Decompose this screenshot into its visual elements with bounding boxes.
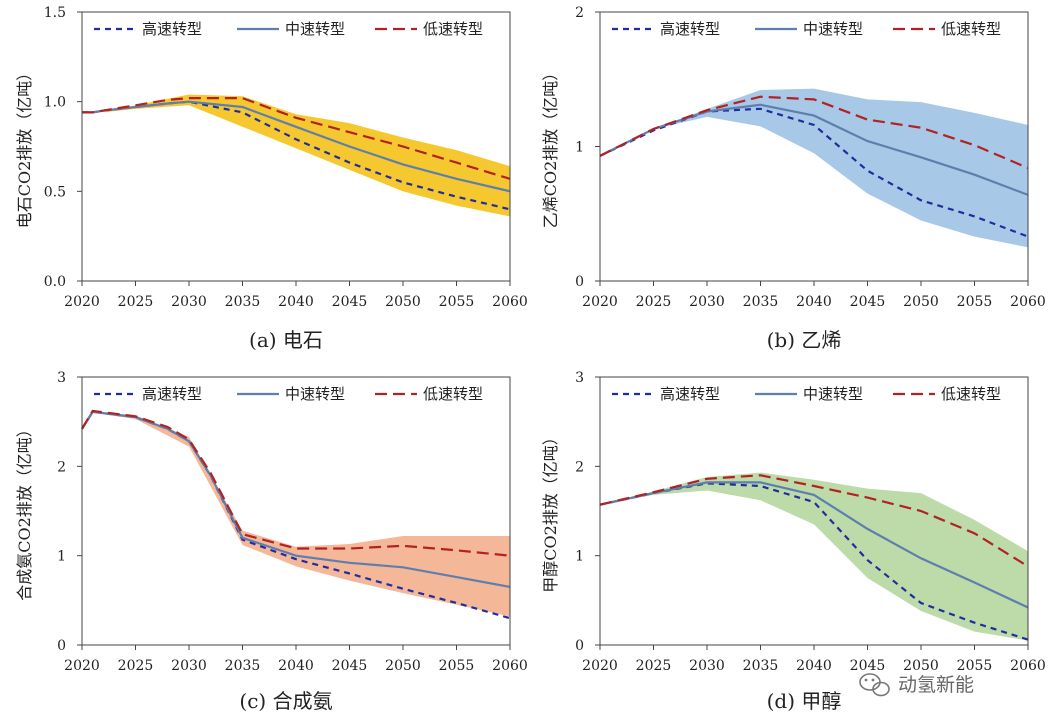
legend: 高速转型 中速转型 低速转型 (94, 20, 483, 38)
legend-label-high: 高速转型 (660, 20, 720, 38)
x-tick-label: 2025 (118, 294, 154, 310)
y-tick-label: 0.0 (44, 274, 66, 290)
x-tick-label: 2055 (439, 294, 475, 310)
x-tick-label: 2020 (582, 294, 618, 310)
x-tick-label: 2020 (64, 294, 100, 310)
uncertainty-band (600, 472, 1028, 641)
x-tick-label: 2035 (743, 658, 779, 674)
y-axis-label: 电石CO2排放（亿吨） (15, 65, 34, 229)
legend-label-mid: 中速转型 (803, 385, 863, 403)
x-tick-label: 2045 (332, 658, 368, 674)
legend-label-low: 低速转型 (941, 20, 1001, 38)
x-tick-label: 2030 (689, 658, 725, 674)
y-tick-label: 0 (575, 274, 584, 290)
x-tick-label: 2055 (957, 658, 993, 674)
watermark-text: 动氢新能 (898, 674, 974, 696)
y-tick-label: 2 (575, 5, 584, 21)
x-tick-label: 2020 (64, 658, 100, 674)
y-axis-label: 乙烯CO2排放（亿吨） (541, 65, 560, 229)
y-tick-label: 2 (575, 459, 584, 475)
y-tick-label: 1 (57, 549, 66, 565)
series-low-line (81, 409, 511, 557)
x-tick-label: 2050 (903, 658, 939, 674)
watermark: 动氢新能 (859, 673, 974, 697)
chart-panel-1: 2020 2025 2030 2035 2040 2045 2050 2055 2060 0.0 0… (15, 5, 528, 352)
x-tick-label: 2025 (118, 658, 154, 674)
y-tick-label: 3 (57, 370, 66, 386)
y-tick-label: 1 (575, 140, 584, 156)
y-tick-label: 1.5 (44, 5, 66, 21)
x-tick-label: 2045 (850, 658, 886, 674)
legend-label-mid: 中速转型 (803, 20, 863, 38)
charts-group: 2020 2025 2030 2035 2040 2045 2050 2055 20600.00… (15, 5, 1046, 713)
y-tick-label: 1.0 (44, 95, 66, 111)
x-tick-label: 2060 (1010, 658, 1046, 674)
chart-caption: (a) 电石 (249, 328, 323, 352)
chart-caption: (d) 甲醇 (767, 689, 842, 713)
chart-panel-3: 2020 2025 2030 2035 2040 2045 2050 2055 2060 0 1 2 3… (15, 370, 528, 713)
x-tick-label: 2035 (225, 294, 261, 310)
y-axis-label: 甲醇CO2排放（亿吨） (541, 429, 560, 593)
x-tick-label: 2040 (796, 294, 832, 310)
uncertainty-band (82, 94, 510, 217)
legend-label-high: 高速转型 (660, 385, 720, 403)
legend-label-low: 低速转型 (423, 20, 483, 38)
legend-label-low: 低速转型 (941, 385, 1001, 403)
x-tick-label: 2030 (171, 658, 207, 674)
series-high-line (82, 100, 511, 211)
x-tick-label: 2040 (278, 658, 314, 674)
chart-caption: (b) 乙烯 (767, 328, 842, 352)
x-tick-label: 2025 (636, 294, 672, 310)
chart-caption: (c) 合成氨 (239, 689, 332, 713)
x-tick-label: 2060 (1010, 294, 1046, 310)
legend-label-mid: 中速转型 (285, 385, 345, 403)
x-tick-label: 2025 (636, 658, 672, 674)
y-tick-label: 1 (575, 549, 584, 565)
legend: 高速转型 中速转型 低速转型 (94, 385, 483, 403)
legend: 高速转型 中速转型 低速转型 (612, 385, 1001, 403)
y-tick-label: 0 (57, 638, 66, 654)
x-tick-label: 2035 (743, 294, 779, 310)
x-tick-label: 2035 (225, 658, 261, 674)
wechat-icon (859, 673, 890, 697)
legend-label-low: 低速转型 (423, 385, 483, 403)
x-tick-label: 2055 (439, 658, 475, 674)
uncertainty-band (600, 88, 1028, 248)
chart-panel-2: 2020 2025 2030 2035 2040 2045 2050 2055 2060 0 1 2 乙… (541, 5, 1046, 352)
y-axis-label: 合成氨CO2排放（亿吨） (15, 421, 34, 601)
x-tick-label: 2030 (689, 294, 725, 310)
y-tick-label: 2 (57, 459, 66, 475)
series-low-line (82, 97, 511, 180)
x-tick-label: 2050 (385, 294, 421, 310)
y-tick-label: 0.5 (44, 184, 66, 200)
legend-label-mid: 中速转型 (285, 20, 345, 38)
legend-label-high: 高速转型 (142, 20, 202, 38)
x-tick-label: 2055 (957, 294, 993, 310)
series-low-line (599, 474, 1029, 568)
legend-label-high: 高速转型 (142, 385, 202, 403)
legend: 高速转型 中速转型 低速转型 (612, 20, 1001, 38)
x-tick-label: 2045 (332, 294, 368, 310)
x-tick-label: 2060 (492, 658, 528, 674)
y-tick-label: 0 (575, 638, 584, 654)
x-tick-label: 2040 (278, 294, 314, 310)
x-tick-label: 2020 (582, 658, 618, 674)
series-mid-line (599, 481, 1029, 609)
chart-panel-4: 2020 2025 2030 2035 2040 2045 2050 2055 2060 0 1 2 3… (541, 370, 1046, 713)
x-tick-label: 2040 (796, 658, 832, 674)
plot-frame (81, 376, 511, 646)
uncertainty-band (82, 410, 510, 617)
x-tick-label: 2030 (171, 294, 207, 310)
x-tick-label: 2060 (492, 294, 528, 310)
x-tick-label: 2050 (385, 658, 421, 674)
x-tick-label: 2050 (903, 294, 939, 310)
series-low-line (599, 95, 1029, 170)
x-tick-label: 2045 (850, 294, 886, 310)
y-tick-label: 3 (575, 370, 584, 386)
